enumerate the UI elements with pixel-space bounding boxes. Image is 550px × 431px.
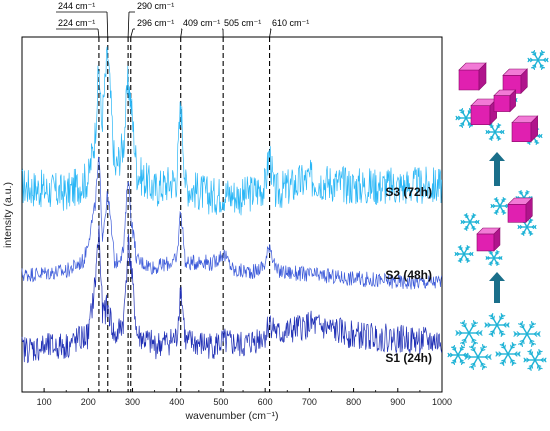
snowflake-icon — [454, 245, 474, 263]
snowflake-icon — [447, 345, 469, 365]
x-tick-label: 500 — [213, 397, 228, 407]
snowflake-icon — [455, 320, 483, 346]
snowflake-icon — [513, 321, 541, 347]
snowflake-icon — [485, 249, 503, 267]
peak-label-leader — [269, 28, 272, 38]
x-axis-label: wavenumber (cm⁻¹) — [184, 410, 278, 422]
cube-icon — [502, 68, 529, 95]
y-axis-label: intensity (a.u.) — [2, 182, 14, 248]
spectrum-line — [21, 156, 442, 290]
peak-label-leader — [97, 28, 100, 38]
growth-schematic — [447, 50, 549, 371]
cube-icon — [476, 227, 501, 252]
snowflake-icon — [490, 197, 510, 215]
snowflake-icon — [527, 50, 549, 70]
x-tick-label: 400 — [169, 397, 184, 407]
peak-label-leader — [130, 28, 134, 38]
cube-icon — [507, 197, 534, 224]
peak-label: 224 cm⁻¹ — [58, 18, 95, 28]
x-tick-label: 700 — [302, 397, 317, 407]
spectra — [21, 46, 442, 364]
peak-label: 409 cm⁻¹ — [183, 18, 220, 28]
x-tick-label: 800 — [346, 397, 361, 407]
x-tick-label: 900 — [390, 397, 405, 407]
peak-label: 296 cm⁻¹ — [137, 18, 174, 28]
snowflake-icon — [484, 313, 510, 337]
peak-label: 505 cm⁻¹ — [224, 18, 261, 28]
snowflake-icon — [460, 213, 480, 231]
peak-label: 290 cm⁻¹ — [137, 1, 174, 11]
cube-icon — [493, 89, 517, 113]
x-tick-label: 1000 — [432, 397, 452, 407]
x-tick-label: 300 — [125, 397, 140, 407]
snowflake-icon — [485, 123, 505, 141]
plot-frame — [21, 36, 443, 393]
peak-label-leader — [106, 11, 109, 38]
x-tick-label: 100 — [37, 397, 52, 407]
cube-icon — [511, 115, 539, 143]
series-label: S3 (72h) — [385, 185, 432, 199]
arrow-up-icon — [489, 272, 505, 303]
spectrum-line — [21, 224, 442, 364]
x-axis-ticks: 100 200 300 400 500 600 700 800 900 1000 — [21, 388, 452, 407]
cube-icon — [458, 62, 487, 91]
series-label: S2 (48h) — [385, 268, 432, 282]
snowflake-icon — [495, 342, 521, 366]
peak-label: 610 cm⁻¹ — [272, 18, 309, 28]
arrow-up-icon — [489, 152, 505, 186]
snowflake-icon — [523, 349, 547, 371]
x-tick-label: 200 — [81, 397, 96, 407]
peak-label: 244 cm⁻¹ — [58, 1, 95, 11]
series-label: S1 (24h) — [385, 351, 432, 365]
series-labels: S3 (72h) S2 (48h) S1 (24h) — [385, 185, 432, 365]
spectrum-line — [21, 46, 442, 216]
x-tick-label: 600 — [258, 397, 273, 407]
peak-label-leader — [127, 11, 130, 38]
snowflake-icon — [464, 344, 492, 370]
peak-label-leader — [180, 28, 183, 38]
cube-icon — [470, 98, 498, 126]
